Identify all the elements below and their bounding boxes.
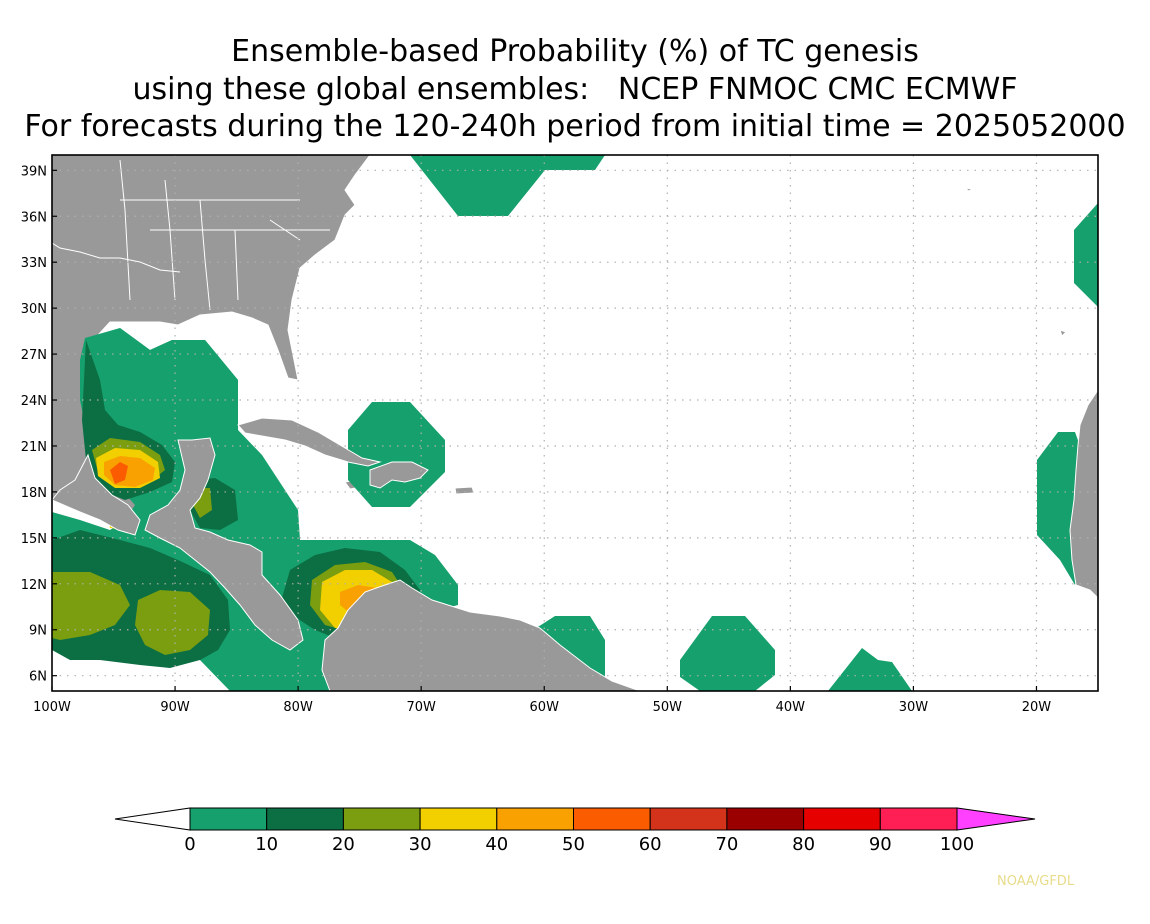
lon-tick-label: 30W [899,700,929,715]
prob-area-olive-pacific-east [135,590,210,655]
title-line-3: For forecasts during the 120-240h period… [24,109,1126,144]
prob-area-tropical-35w [828,648,912,691]
colorbar-level-label: 20 [332,834,355,855]
colorbar-segment [573,807,651,831]
canary-islands [1059,329,1067,337]
colorbar-level-label: 100 [940,834,974,855]
probability-map: 100W 90W 80W 70W 60W 50W 40W 30W 20W 6N 9N 12N 15N 18… [21,154,1099,715]
colorbar-high-arrow [956,807,1036,831]
coastline-overlay [52,389,1098,691]
lat-tick-label: 27N [21,348,47,363]
lon-tick-label: 90W [160,700,190,715]
colorbar-segment [496,807,574,831]
colorbar-level-label: 60 [639,834,662,855]
colorbar-level-label: 0 [184,834,195,855]
puerto-rico [454,486,475,495]
map-frame [51,154,1099,692]
lat-tick-label: 18N [21,486,47,501]
credit-label: NOAA/GFDL [997,874,1075,889]
lon-tick-label: 50W [653,700,683,715]
colorbar-segment [419,807,498,831]
title-line-2: using these global ensembles: NCEP FNMOC… [132,72,1018,107]
lat-tick-label: 21N [21,440,47,455]
prob-area-tropical-45w [680,616,775,691]
lat-tick-label: 33N [21,256,47,271]
colorbar-segment [342,807,421,831]
lon-tick-label: 80W [283,700,313,715]
colorbar-level-label: 40 [485,834,508,855]
political-borders [52,159,330,311]
colorbar-segment [879,807,958,831]
axis-tick-labels: 100W 90W 80W 70W 60W 50W 40W 30W 20W 6N 9N 12N 15N 18… [21,164,1052,715]
lat-tick-label: 39N [21,164,47,179]
colorbar-level-label: 70 [715,834,738,855]
colorbar-segment [803,807,881,831]
prob-area-redorange-mexico [110,462,128,484]
lat-tick-label: 15N [21,532,47,547]
prob-area-olive-pacific-west [52,572,130,640]
lat-tick-label: 24N [21,394,47,409]
colorbar-segment [189,807,268,831]
genesis-probability-shading [52,155,1098,691]
prob-area-north-atlantic [410,155,605,216]
lat-tick-label: 30N [21,302,47,317]
lat-tick-label: 12N [21,578,47,593]
colorbar-level-label: 30 [409,834,432,855]
lon-tick-label: 70W [406,700,436,715]
lat-tick-label: 36N [21,210,47,225]
title-line-1: Ensemble-based Probability (%) of TC gen… [231,34,919,69]
colorbar-low-arrow [114,807,191,831]
colorbar-level-label: 90 [869,834,892,855]
lat-tick-label: 6N [29,670,47,685]
bermuda [964,187,974,192]
lat-tick-label: 9N [29,624,47,639]
colorbar-level-label: 50 [562,834,585,855]
colorbar-segment [726,807,805,831]
lon-tick-label: 40W [776,700,806,715]
colorbar-segment [649,807,728,831]
lon-tick-label: 60W [530,700,560,715]
colorbar-level-label: 80 [792,834,815,855]
colorbar-level-label: 10 [255,834,278,855]
colorbar-segment [266,807,344,831]
lon-tick-label: 20W [1022,700,1052,715]
prob-area-east-atlantic-33n [1074,203,1098,307]
lon-tick-label: 100W [33,700,71,715]
